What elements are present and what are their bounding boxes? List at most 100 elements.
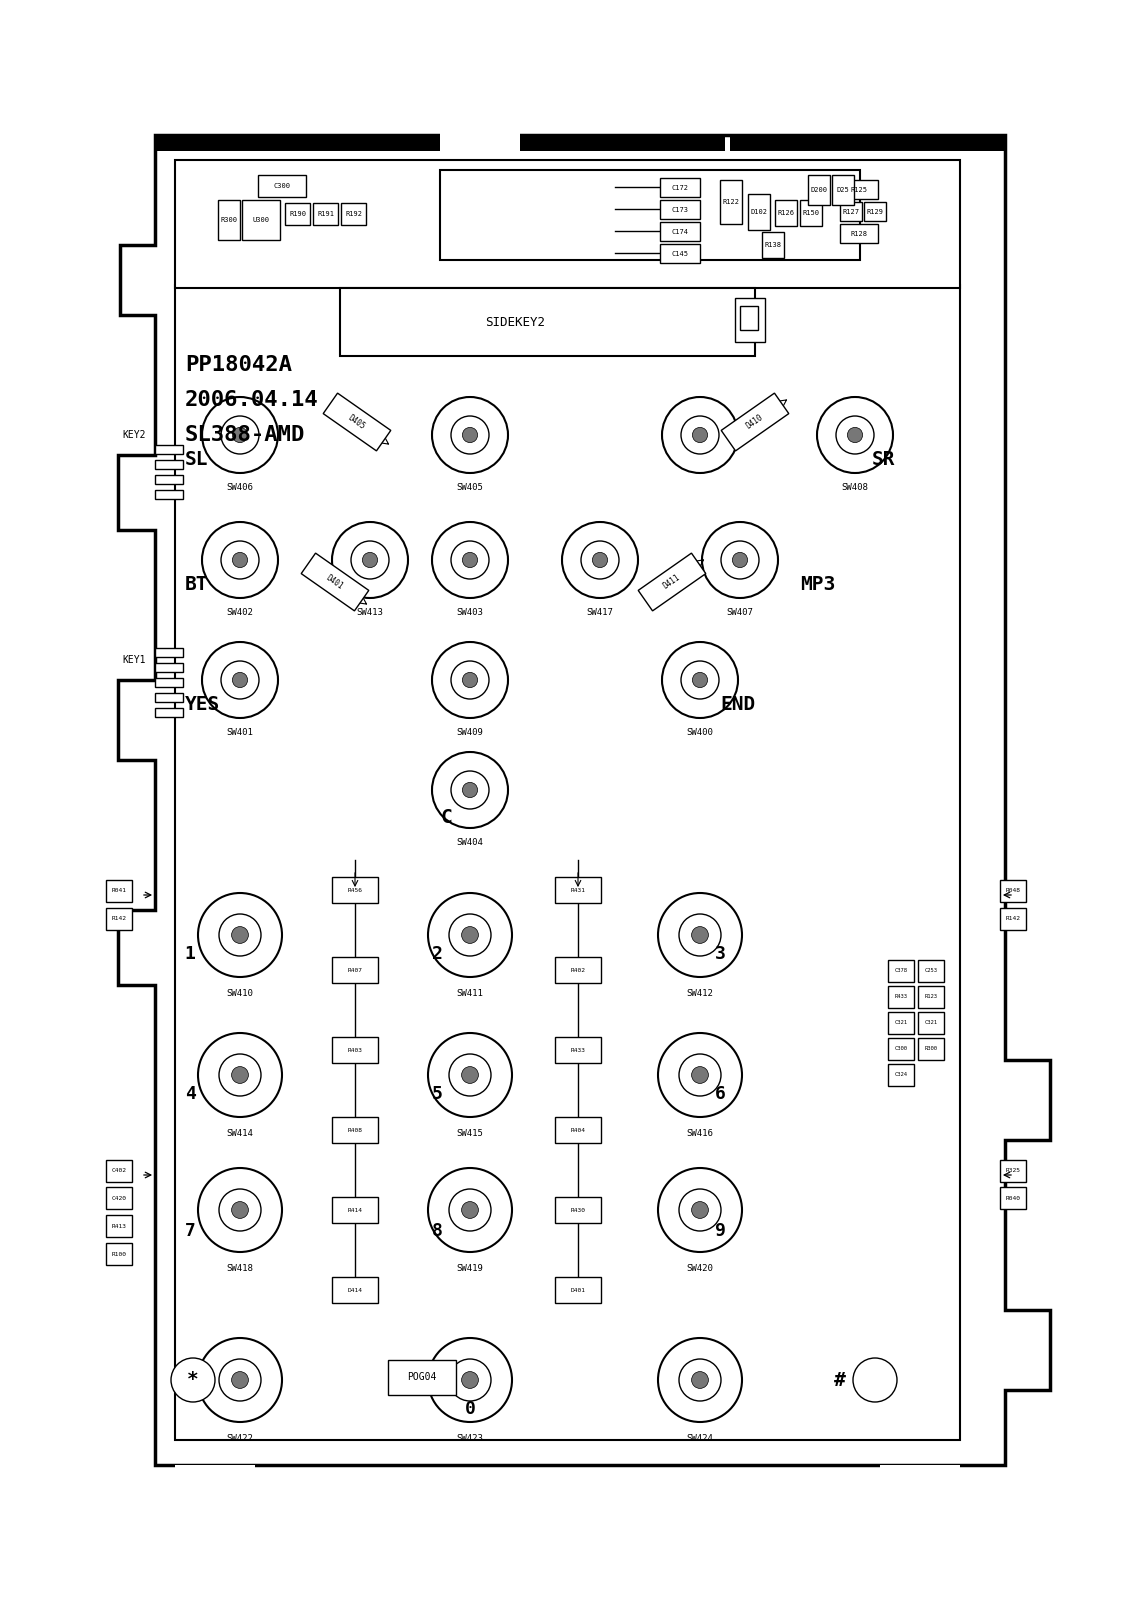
- Circle shape: [658, 893, 742, 978]
- Bar: [333, 1197, 378, 1222]
- Circle shape: [451, 416, 489, 454]
- Circle shape: [691, 926, 708, 944]
- Circle shape: [428, 1168, 512, 1251]
- Bar: [722, 394, 788, 451]
- Text: 9: 9: [715, 1222, 725, 1240]
- Circle shape: [202, 522, 278, 598]
- Bar: [661, 243, 700, 262]
- Bar: [175, 1466, 254, 1501]
- Circle shape: [449, 914, 491, 955]
- Circle shape: [432, 642, 508, 718]
- Circle shape: [351, 541, 389, 579]
- Bar: [155, 134, 725, 150]
- Bar: [333, 1277, 378, 1302]
- Text: R430: R430: [570, 1208, 586, 1213]
- Text: R403: R403: [347, 1048, 363, 1053]
- Circle shape: [428, 893, 512, 978]
- Text: C173: C173: [672, 206, 689, 213]
- Text: SW406: SW406: [226, 483, 253, 493]
- Text: R413: R413: [112, 1224, 127, 1229]
- Text: D401: D401: [570, 1288, 586, 1293]
- Bar: [638, 554, 706, 611]
- Circle shape: [232, 926, 249, 944]
- Bar: [342, 203, 366, 226]
- Text: SW418: SW418: [226, 1264, 253, 1274]
- Text: C300: C300: [895, 1046, 907, 1051]
- Circle shape: [219, 914, 261, 955]
- Circle shape: [679, 1189, 720, 1230]
- Circle shape: [333, 522, 408, 598]
- Bar: [340, 288, 756, 357]
- Text: R142: R142: [1005, 917, 1020, 922]
- Bar: [555, 1277, 601, 1302]
- Text: R191: R191: [317, 211, 334, 218]
- Circle shape: [198, 1168, 282, 1251]
- Bar: [840, 224, 878, 243]
- Text: R138: R138: [765, 242, 782, 248]
- Bar: [106, 1187, 132, 1210]
- Circle shape: [232, 1067, 249, 1083]
- Text: 2006.04.14: 2006.04.14: [185, 390, 319, 410]
- Text: SW419: SW419: [457, 1264, 483, 1274]
- Text: KEY2: KEY2: [122, 430, 146, 440]
- Circle shape: [463, 552, 477, 568]
- Bar: [333, 877, 378, 902]
- Text: R414: R414: [347, 1208, 363, 1213]
- Bar: [555, 1197, 601, 1222]
- Text: *: *: [187, 1371, 199, 1389]
- Text: SW401: SW401: [226, 728, 253, 738]
- Bar: [155, 475, 183, 483]
- Text: SL388-AMD: SL388-AMD: [185, 426, 305, 445]
- Circle shape: [662, 642, 739, 718]
- Text: SW404: SW404: [457, 838, 483, 846]
- Bar: [1000, 1187, 1026, 1210]
- Circle shape: [662, 397, 739, 474]
- Bar: [800, 200, 822, 226]
- Text: KEY1: KEY1: [122, 654, 146, 666]
- Circle shape: [461, 1067, 478, 1083]
- Text: D200: D200: [811, 187, 828, 194]
- Text: MP3: MP3: [800, 574, 836, 594]
- Circle shape: [562, 522, 638, 598]
- Bar: [155, 678, 183, 686]
- Circle shape: [232, 552, 248, 568]
- Bar: [918, 960, 944, 982]
- Circle shape: [232, 672, 248, 688]
- Circle shape: [232, 1371, 249, 1389]
- Text: C253: C253: [924, 968, 938, 973]
- Text: SW409: SW409: [457, 728, 483, 738]
- Circle shape: [232, 1202, 249, 1219]
- Circle shape: [219, 1054, 261, 1096]
- Text: SW423: SW423: [457, 1434, 483, 1443]
- Text: SW400: SW400: [687, 728, 714, 738]
- Circle shape: [202, 397, 278, 474]
- Circle shape: [432, 522, 508, 598]
- Circle shape: [702, 522, 778, 598]
- Circle shape: [691, 1067, 708, 1083]
- Text: 2: 2: [432, 946, 442, 963]
- Circle shape: [691, 1202, 708, 1219]
- Text: D414: D414: [347, 1288, 363, 1293]
- Text: R404: R404: [570, 1128, 586, 1133]
- Circle shape: [681, 661, 719, 699]
- Text: D405: D405: [347, 413, 368, 430]
- Bar: [440, 130, 520, 158]
- Text: C402: C402: [112, 1168, 127, 1173]
- Text: R431: R431: [570, 888, 586, 893]
- Circle shape: [428, 1338, 512, 1422]
- Text: SW411: SW411: [457, 989, 483, 998]
- Circle shape: [463, 672, 477, 688]
- Text: R128: R128: [851, 230, 867, 237]
- Bar: [880, 1466, 960, 1501]
- Text: R041: R041: [112, 888, 127, 893]
- Bar: [175, 285, 960, 1440]
- Text: 1: 1: [184, 946, 196, 963]
- Bar: [748, 194, 770, 230]
- Text: SW408: SW408: [841, 483, 869, 493]
- Text: SW417: SW417: [587, 608, 613, 618]
- Bar: [832, 174, 854, 205]
- Circle shape: [692, 427, 708, 443]
- Circle shape: [451, 771, 489, 810]
- Text: R040: R040: [1005, 1195, 1020, 1200]
- Text: SW422: SW422: [226, 1434, 253, 1443]
